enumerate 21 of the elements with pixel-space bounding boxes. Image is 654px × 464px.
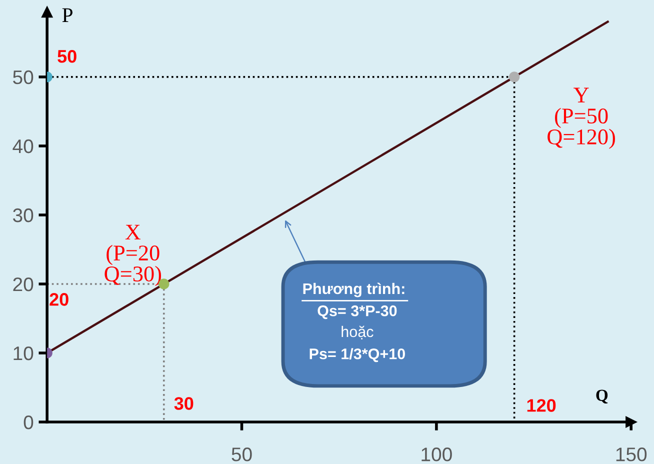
annotation: X (P=20 Q=30) [104,224,162,286]
annotation: Ps= 1/3*Q+10 [310,348,405,362]
y-tick-label: 0 [24,415,34,430]
y-tick-label: 30 [13,208,34,222]
y-tick-label: 10 [14,346,34,360]
x-tick-label: 50 [232,448,252,462]
y-tick-label: 50 [13,70,34,84]
annotation: Qs= 3*P-30 [318,305,397,320]
annotation: Phương trình: [303,282,404,298]
y-tick-label: 20 [13,277,34,292]
annotation: hoặc [342,326,374,340]
y-tick-label: 40 [12,139,34,154]
x-tick-label: 100 [422,448,452,462]
annotation: 20 [50,293,68,306]
annotation: 120 [527,399,556,412]
annotation: 30 [174,397,194,410]
y-axis-title: P [62,8,72,22]
x-axis-title: Q [596,390,608,404]
x-tick-label: 150 [616,448,647,462]
annotation: 50 [58,50,76,63]
annotation: Y (P=50 Q=120) [548,88,615,149]
